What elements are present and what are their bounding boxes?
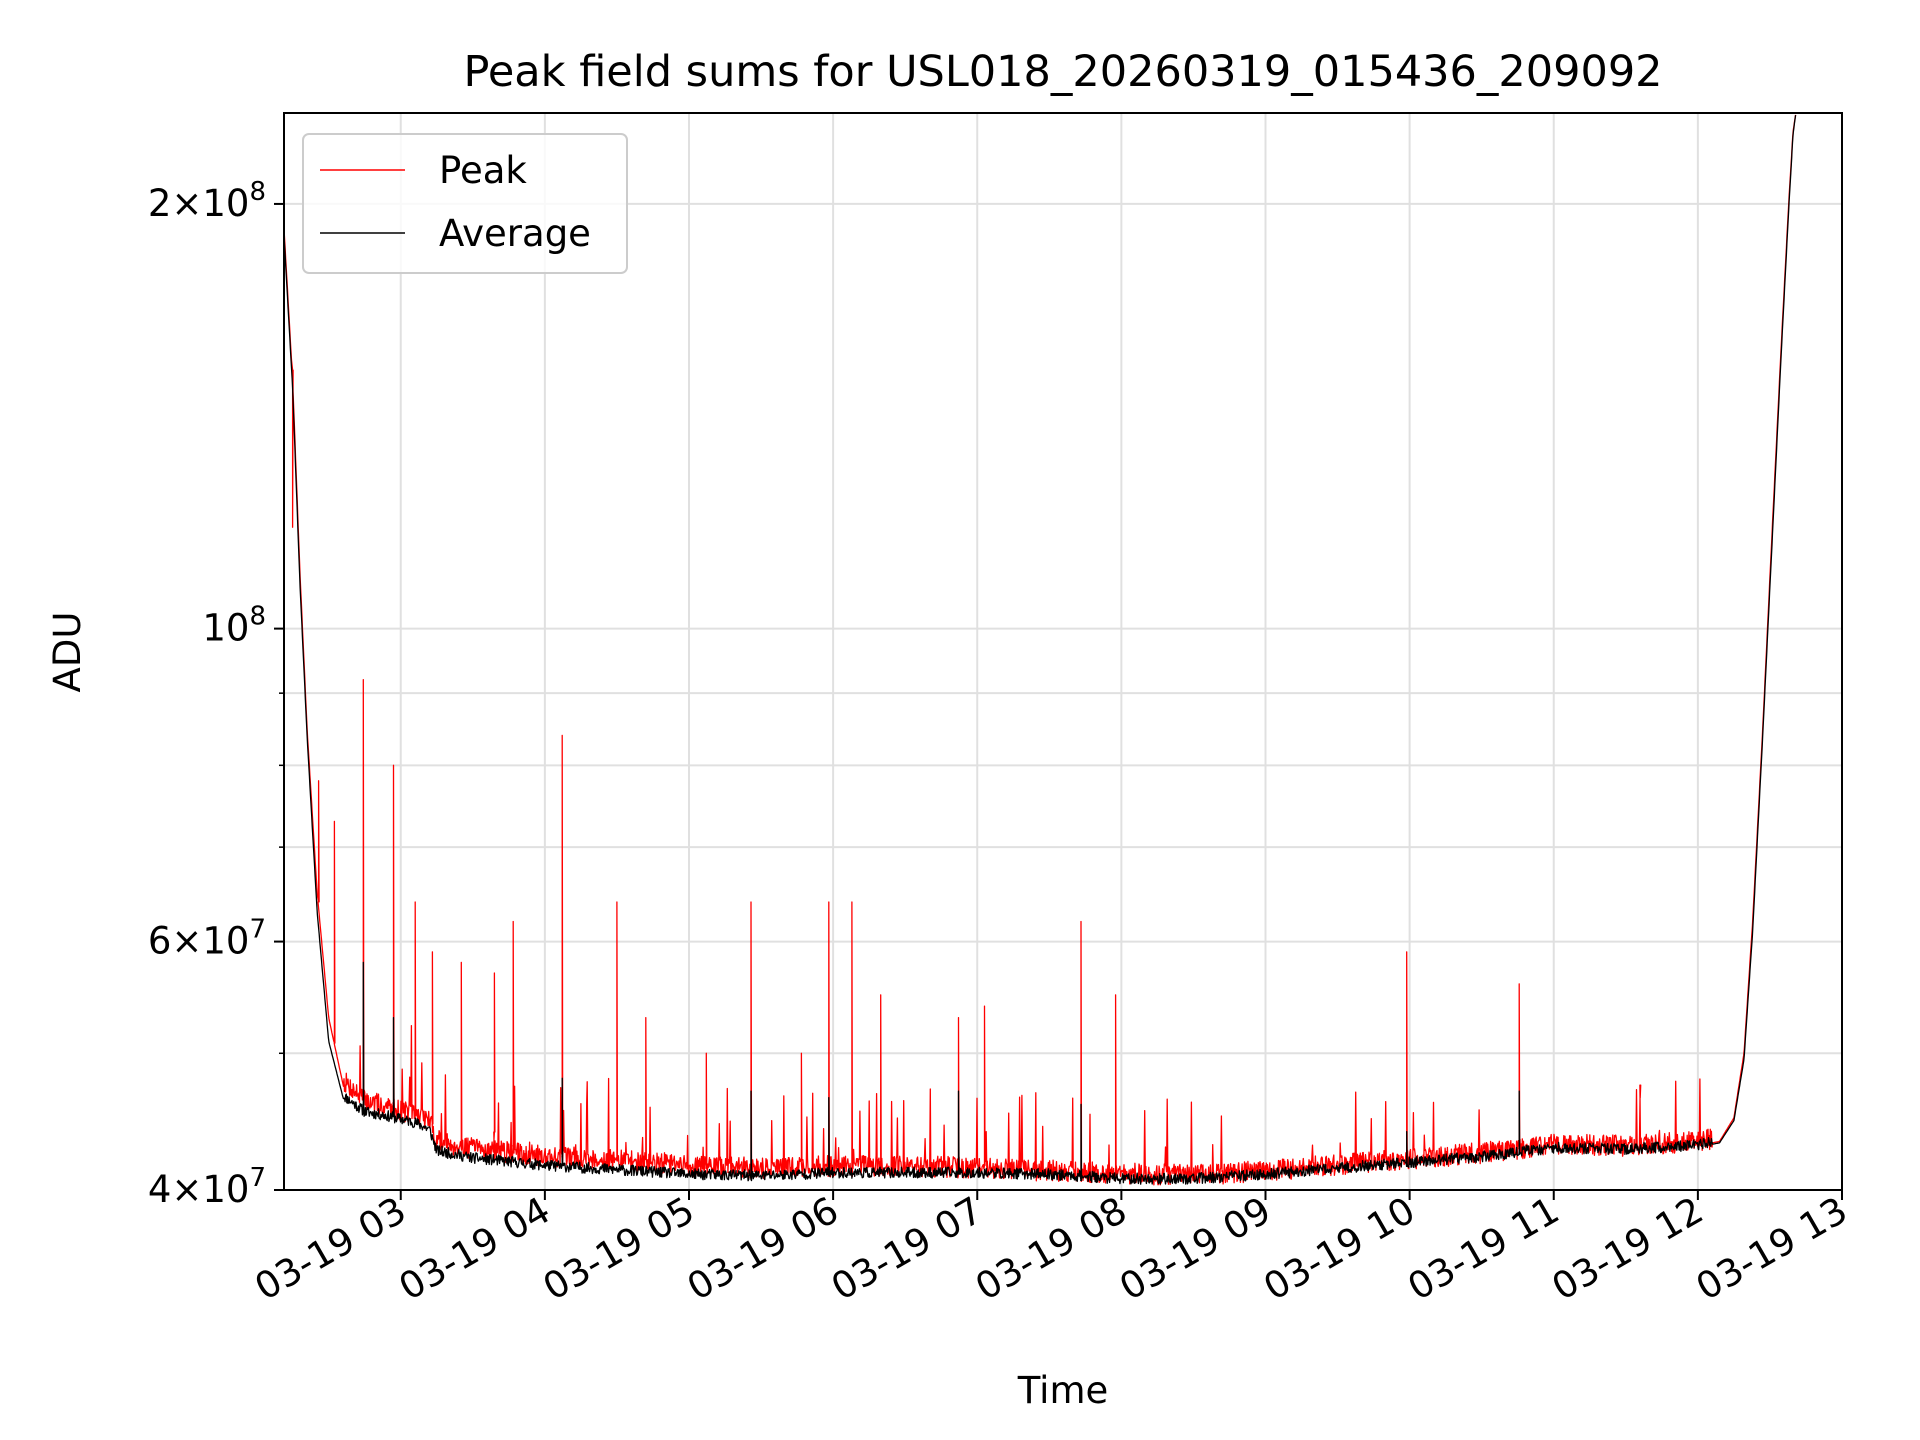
x-axis-label: Time bbox=[1017, 1369, 1109, 1412]
series-line-peak bbox=[283, 114, 1797, 1186]
legend: Peak Average bbox=[302, 133, 628, 274]
y-tick-label: 108 bbox=[202, 602, 266, 650]
y-tick-label: 4×107 bbox=[148, 1163, 266, 1211]
y-axis-label: ADU bbox=[46, 612, 89, 693]
chart-title: Peak field sums for USL018_20260319_0154… bbox=[463, 47, 1662, 97]
legend-label-peak: Peak bbox=[439, 149, 527, 192]
y-axis: 4×107 6×107 108 2×108 bbox=[148, 177, 284, 1211]
legend-label-average: Average bbox=[439, 212, 591, 255]
plot-frame bbox=[283, 112, 1843, 1191]
series-line-average bbox=[283, 115, 1797, 1185]
series-layer bbox=[283, 114, 1797, 1186]
legend-box bbox=[302, 133, 628, 274]
y-tick-label: 6×107 bbox=[148, 915, 266, 963]
y-tick-label: 2×108 bbox=[148, 177, 266, 225]
